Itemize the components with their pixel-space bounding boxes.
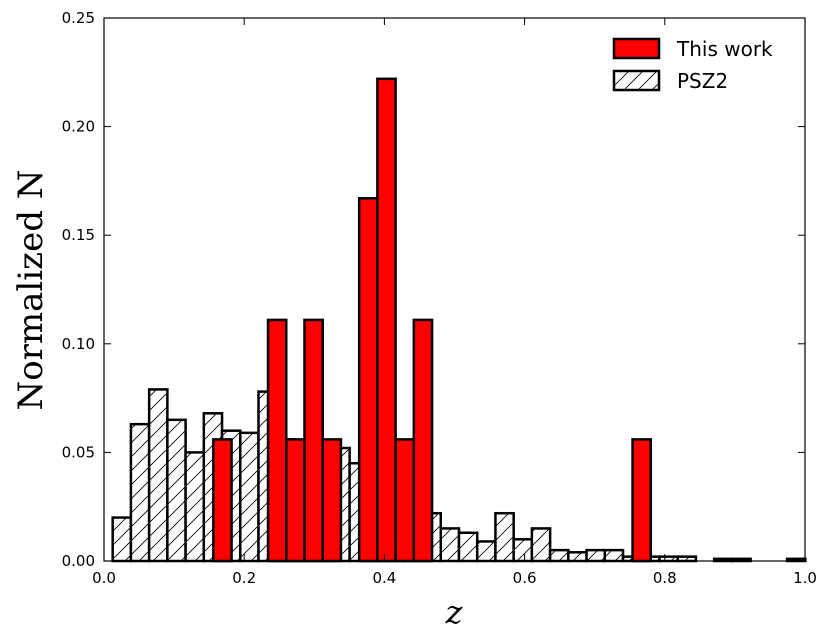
y-tick-label: 0.10 [62,335,95,353]
y-tick-label: 0.15 [62,226,95,244]
x-tick-label: 0.0 [92,569,116,587]
x-tick-label: 0.4 [372,569,396,587]
psz2-bar [512,538,534,563]
legend-swatch-this-work [612,37,661,60]
this-work-bar [212,438,233,563]
legend: This work PSZ2 [612,37,773,93]
legend-label-psz2: PSZ2 [677,69,728,93]
this-work-bar [394,438,416,563]
psz2-bar [585,548,607,563]
this-work-bar [631,438,653,563]
psz2-bar [567,551,588,563]
axis-ticks: 0.0 0.2 0.4 0.6 0.8 1.0 0.00 0.05 0.10 0.15 0.20 0.… [62,9,817,587]
psz2-bar [239,431,260,563]
x-tick-label: 1.0 [793,569,817,587]
this-work-bar [303,318,324,563]
x-tick-label: 0.8 [653,569,677,587]
psz2-bar [129,422,151,563]
psz2-bar [184,451,206,563]
x-axis-label: z [445,593,464,631]
psz2-bar [494,511,515,563]
y-axis-label: Normalized N [11,169,51,410]
psz2-bar [548,548,570,563]
psz2-bar [530,527,552,563]
this-work-bar [376,77,397,563]
psz2-bar [603,548,625,563]
y-tick-label: 0.00 [62,552,95,570]
psz2-bar [475,540,497,563]
psz2-bar [439,527,461,563]
this-work-bar [357,197,379,563]
legend-swatch-psz2 [612,69,661,92]
psz2-bar [147,388,169,563]
plot-frame [103,17,806,562]
x-tick-label: 0.6 [513,569,537,587]
psz2-bar [166,418,187,563]
y-tick-label: 0.25 [62,9,95,27]
psz2-bar [676,555,698,563]
this-work-bar [412,318,434,563]
legend-label-this-work: This work [676,37,773,61]
psz2-bar [111,516,133,563]
y-tick-label: 0.20 [62,118,95,136]
this-work-bar [321,438,343,563]
x-tick-label: 0.2 [232,569,256,587]
psz2-bar [658,555,679,563]
this-work-bar [285,438,306,563]
this-work-bar [266,318,288,563]
psz2-bar [457,531,479,563]
y-tick-label: 0.05 [62,443,95,461]
